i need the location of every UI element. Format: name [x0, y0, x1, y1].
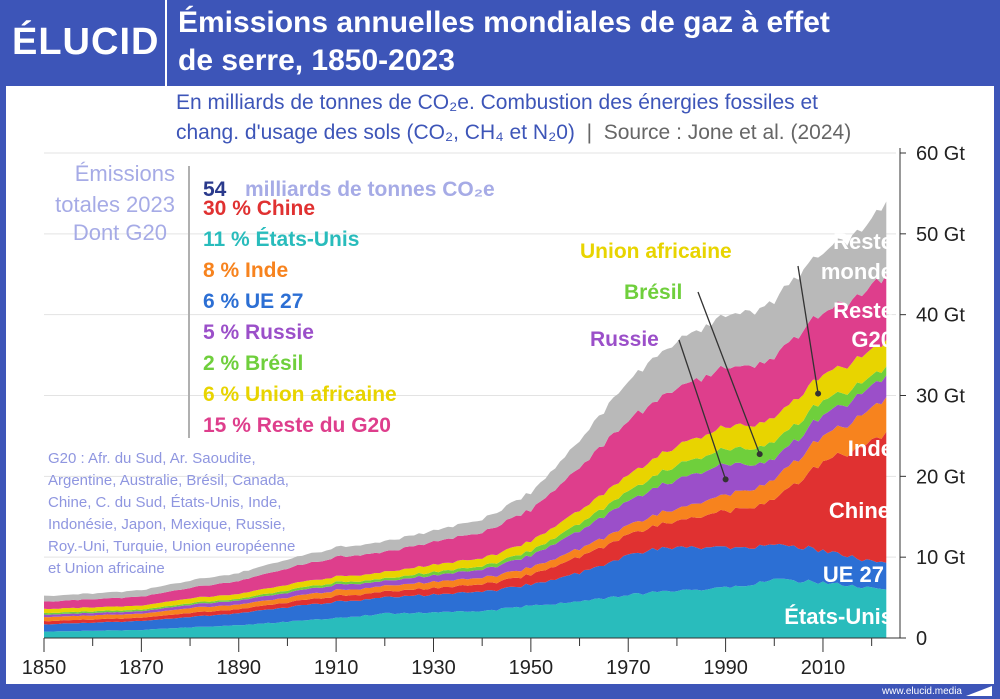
- area-label-etats-unis: États-Unis: [784, 604, 893, 629]
- callout-label: Union africaine: [580, 240, 732, 263]
- totals-item: 15 % Reste du G20: [203, 414, 391, 437]
- callout-leader-line: [678, 339, 727, 480]
- g20-note-line: et Union africaine: [48, 560, 165, 577]
- source-separator: |: [580, 121, 598, 144]
- callout-dot: [815, 390, 822, 397]
- totals-item: 5 % Russie: [203, 321, 314, 344]
- totals-title-line-2: totales 2023: [55, 192, 175, 217]
- totals-unit: milliards de tonnes CO₂e: [245, 178, 495, 201]
- y-tick-label: 0: [916, 628, 927, 650]
- totals-item: 6 % UE 27: [203, 290, 303, 313]
- x-tick-label: 1910: [314, 657, 359, 679]
- totals-item: 30 % Chine: [203, 197, 315, 220]
- x-tick-label: 1870: [119, 657, 164, 679]
- callout-dot: [722, 476, 729, 483]
- y-tick-label: 20 Gt: [916, 466, 965, 488]
- header: ÉLUCID Émissions annuelles mondiales de …: [0, 0, 1000, 86]
- totals-item: 2 % Brésil: [203, 352, 303, 375]
- x-tick-label: 1850: [22, 657, 67, 679]
- elucid-logo: ÉLUCID: [12, 21, 160, 63]
- y-tick-label: 10 Gt: [916, 547, 965, 569]
- totals-item: 6 % Union africaine: [203, 383, 397, 406]
- y-tick-label: 30 Gt: [916, 386, 965, 408]
- footer-logo-mark: [966, 686, 992, 696]
- source-text: Source : Jone et al. (2024): [603, 121, 852, 144]
- g20-note-line: G20 : Afr. du Sud, Ar. Saoudite,: [48, 450, 256, 467]
- y-tick-label: 40 Gt: [916, 305, 965, 327]
- area-series-4: [44, 375, 887, 618]
- callout-label: Russie: [590, 328, 659, 351]
- g20-note-line: Indonésie, Japon, Mexique, Russie,: [48, 516, 286, 533]
- area-series-2: [44, 431, 887, 625]
- callout-label: Brésil: [624, 281, 682, 304]
- header-divider: [165, 0, 167, 86]
- totals-title-line-1: Émissions: [75, 161, 175, 186]
- subtitle-line-2-text: chang. d'usage des sols (CO₂, CH₄ et N₂0…: [176, 121, 575, 144]
- totals-item: 11 % États-Unis: [203, 228, 359, 251]
- x-tick-label: 1950: [509, 657, 554, 679]
- x-tick-label: 1930: [411, 657, 456, 679]
- totals-title-line-3: Dont G20: [73, 220, 167, 245]
- chart-subtitle: En milliards de tonnes de CO₂e. Combusti…: [176, 88, 988, 148]
- area-label-reste-g20-2: G20: [851, 327, 893, 352]
- x-tick-label: 2010: [801, 657, 846, 679]
- x-tick-label: 1970: [606, 657, 651, 679]
- y-tick-label: 60 Gt: [916, 143, 965, 165]
- area-label-inde: Inde: [848, 436, 893, 461]
- g20-note-line: Chine, C. du Sud, États-Unis, Inde,: [48, 494, 281, 511]
- footer-site: www.elucid.media: [881, 686, 962, 697]
- area-series-1: [44, 543, 887, 632]
- area-series-7: [44, 274, 887, 610]
- subtitle-line-2: chang. d'usage des sols (CO₂, CH₄ et N₂0…: [176, 118, 988, 148]
- chart-title: Émissions annuelles mondiales de gaz à e…: [178, 6, 830, 77]
- area-label-chine: Chine: [829, 498, 890, 523]
- area-label-reste-monde-2: monde: [821, 259, 893, 284]
- subtitle-line-1: En milliards de tonnes de CO₂e. Combusti…: [176, 91, 818, 114]
- totals-value: 54: [203, 178, 227, 201]
- g20-note-line: Argentine, Australie, Brésil, Canada,: [48, 472, 289, 489]
- area-series-3: [44, 397, 887, 622]
- totals-item: 8 % Inde: [203, 259, 288, 282]
- callout-dot: [756, 451, 763, 458]
- x-tick-label: 1890: [216, 657, 261, 679]
- area-label-reste-g20-1: Reste: [833, 298, 893, 323]
- area-series-0: [44, 578, 887, 638]
- callout-leader-line: [697, 291, 761, 455]
- callout-leader-line: [797, 265, 819, 394]
- x-tick-label: 1990: [703, 657, 748, 679]
- area-label-ue27: UE 27: [823, 562, 884, 587]
- y-tick-label: 50 Gt: [916, 224, 965, 246]
- area-label-reste-monde-1: Reste: [833, 229, 893, 254]
- g20-note-line: Roy.-Uni, Turquie, Union européenne: [48, 538, 295, 555]
